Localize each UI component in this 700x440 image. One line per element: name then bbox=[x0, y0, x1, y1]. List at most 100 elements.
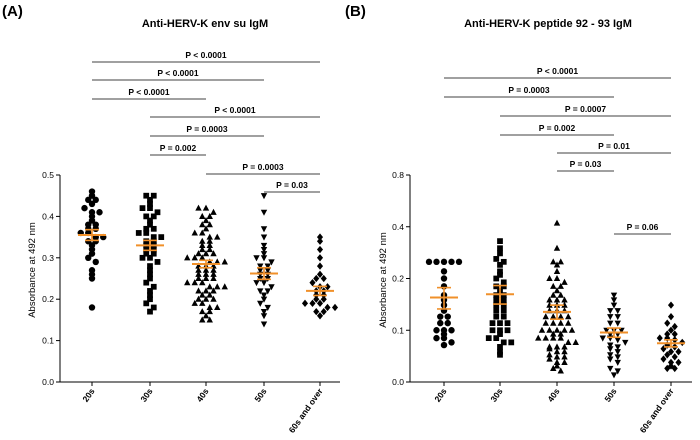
data-point bbox=[154, 259, 161, 265]
data-point bbox=[202, 287, 210, 294]
data-point bbox=[195, 295, 202, 302]
data-point bbox=[313, 274, 320, 283]
data-point bbox=[561, 301, 568, 308]
data-point bbox=[202, 312, 210, 319]
data-point bbox=[206, 246, 213, 253]
data-point bbox=[493, 335, 500, 341]
data-point bbox=[253, 280, 260, 287]
data-point bbox=[656, 334, 663, 342]
data-point bbox=[150, 192, 157, 199]
data-point bbox=[610, 292, 618, 299]
data-point bbox=[260, 313, 268, 320]
data-point bbox=[260, 292, 268, 299]
panel-a: (A) Anti-HERV-K env su IgM Absorbance at… bbox=[2, 3, 340, 435]
data-point bbox=[147, 308, 153, 315]
data-point bbox=[561, 358, 568, 365]
data-point bbox=[210, 270, 217, 277]
data-point bbox=[143, 238, 150, 245]
data-point bbox=[440, 341, 448, 349]
data-point bbox=[614, 320, 621, 327]
data-point bbox=[316, 237, 324, 245]
data-point bbox=[199, 316, 206, 323]
data-point bbox=[324, 303, 331, 312]
panel-label: (A) bbox=[2, 3, 23, 20]
data-point bbox=[81, 204, 88, 212]
data-point bbox=[150, 283, 157, 290]
data-point bbox=[147, 275, 153, 282]
data-point bbox=[88, 192, 96, 199]
data-point bbox=[202, 250, 210, 257]
data-point bbox=[195, 204, 202, 211]
data-point bbox=[264, 263, 271, 270]
data-point bbox=[150, 225, 157, 232]
data-point bbox=[202, 266, 210, 273]
data-point bbox=[96, 209, 103, 216]
data-point bbox=[202, 270, 210, 277]
data-point bbox=[199, 229, 206, 236]
data-point bbox=[667, 301, 675, 309]
data-point bbox=[497, 245, 503, 252]
data-point bbox=[500, 283, 507, 290]
data-point bbox=[448, 258, 455, 266]
data-point bbox=[206, 221, 213, 228]
data-point bbox=[88, 200, 96, 208]
data-point bbox=[202, 225, 210, 232]
data-point bbox=[206, 308, 213, 315]
data-point bbox=[206, 233, 213, 240]
data-point bbox=[331, 303, 339, 312]
data-point bbox=[206, 303, 213, 311]
data-point bbox=[191, 299, 198, 306]
data-point bbox=[493, 275, 500, 282]
data-point bbox=[221, 283, 228, 290]
data-point bbox=[553, 261, 561, 268]
data-point bbox=[440, 258, 448, 266]
data-point bbox=[147, 263, 153, 269]
data-point bbox=[557, 258, 564, 265]
data-point bbox=[260, 280, 268, 287]
data-point bbox=[614, 314, 621, 321]
data-point bbox=[603, 327, 610, 334]
p-value-label: P < 0.0001 bbox=[128, 87, 169, 97]
data-point bbox=[316, 270, 324, 279]
data-point bbox=[546, 351, 553, 358]
data-point bbox=[210, 208, 217, 215]
data-point bbox=[565, 319, 572, 326]
data-point bbox=[313, 295, 320, 303]
data-point bbox=[664, 330, 671, 338]
p-value-label: P = 0.0003 bbox=[508, 85, 549, 95]
data-point bbox=[195, 266, 202, 273]
data-point bbox=[150, 250, 157, 257]
data-point bbox=[622, 339, 629, 346]
data-point bbox=[568, 326, 576, 333]
data-point bbox=[553, 343, 561, 350]
data-point bbox=[557, 330, 564, 337]
data-point bbox=[260, 321, 268, 328]
x-tick-label: 30s bbox=[138, 386, 154, 404]
data-point bbox=[440, 268, 448, 275]
data-point bbox=[664, 341, 671, 349]
data-point bbox=[260, 209, 268, 216]
data-point bbox=[667, 312, 675, 321]
data-point bbox=[553, 348, 561, 355]
data-point bbox=[610, 302, 618, 309]
data-point bbox=[316, 254, 324, 262]
y-tick-label: 0.0 bbox=[42, 377, 54, 387]
data-point bbox=[139, 205, 146, 211]
data-point bbox=[206, 237, 213, 244]
data-point bbox=[561, 326, 568, 333]
data-point bbox=[493, 283, 500, 290]
data-point bbox=[546, 345, 553, 352]
data-point bbox=[500, 302, 507, 309]
data-point bbox=[553, 267, 561, 274]
data-point bbox=[553, 358, 561, 365]
data-point bbox=[553, 353, 561, 360]
data-point bbox=[199, 299, 206, 306]
data-point bbox=[301, 299, 309, 308]
data-point bbox=[497, 250, 503, 257]
data-point bbox=[535, 334, 542, 341]
data-point bbox=[210, 287, 217, 294]
data-point bbox=[264, 267, 271, 274]
data-point bbox=[500, 307, 507, 314]
data-point bbox=[147, 271, 153, 278]
data-point bbox=[437, 319, 444, 327]
